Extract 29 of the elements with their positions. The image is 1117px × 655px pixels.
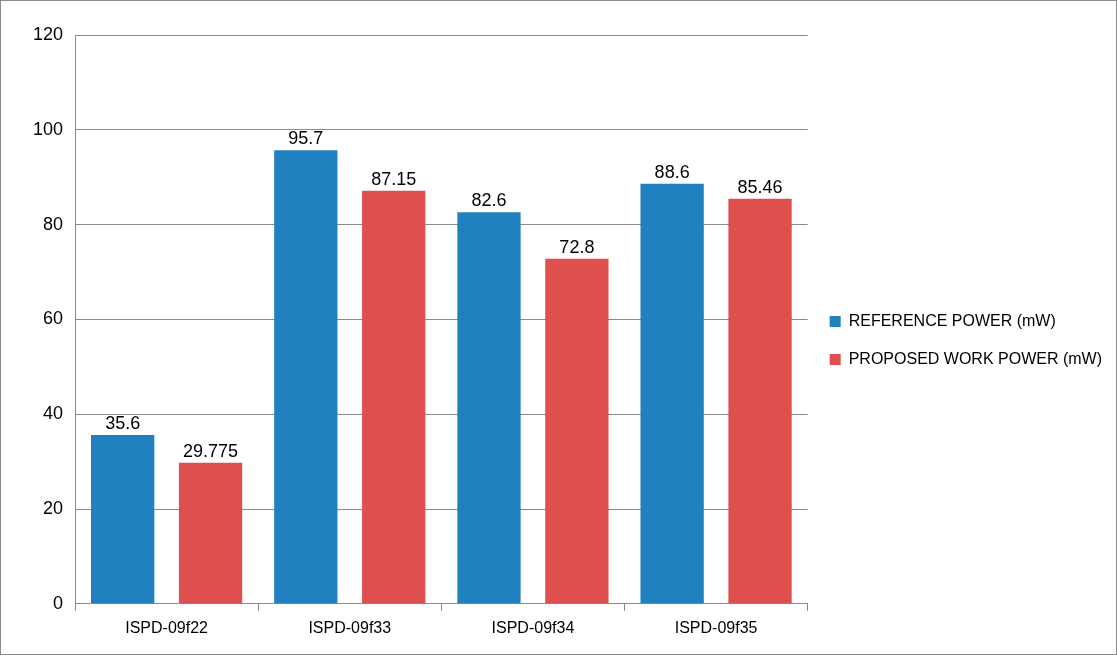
bar [362,190,426,604]
data-label: 88.6 [654,161,690,182]
data-label: 72.8 [559,236,595,257]
bar [178,462,243,604]
bar [728,198,792,604]
y-tick-label: 0 [53,592,64,613]
y-tick-label: 40 [43,403,64,424]
data-label: 85.46 [737,176,783,197]
y-tick-label: 20 [43,497,64,518]
y-tick-label: 120 [32,23,64,44]
bar [457,212,521,604]
x-tick-label: ISPD-09f34 [491,618,575,636]
bar [274,150,338,604]
y-tick-label: 80 [43,213,64,234]
legend-label: REFERENCE POWER (mW) [848,311,1056,329]
x-tick-label: ISPD-09f22 [125,618,209,636]
bar [545,258,609,604]
y-tick-label: 60 [43,308,64,329]
y-tick-label: 100 [32,118,64,139]
x-tick-label: ISPD-09f33 [308,618,392,636]
data-label: 95.7 [288,128,324,149]
data-label: 29.775 [183,440,239,461]
legend-label: PROPOSED WORK POWER (mW) [848,349,1102,367]
bar [640,183,704,604]
data-label: 87.15 [371,168,417,189]
x-tick-label: ISPD-09f35 [674,618,758,636]
data-label: 35.6 [105,413,141,434]
bar [91,435,155,604]
data-label: 82.6 [471,190,507,211]
